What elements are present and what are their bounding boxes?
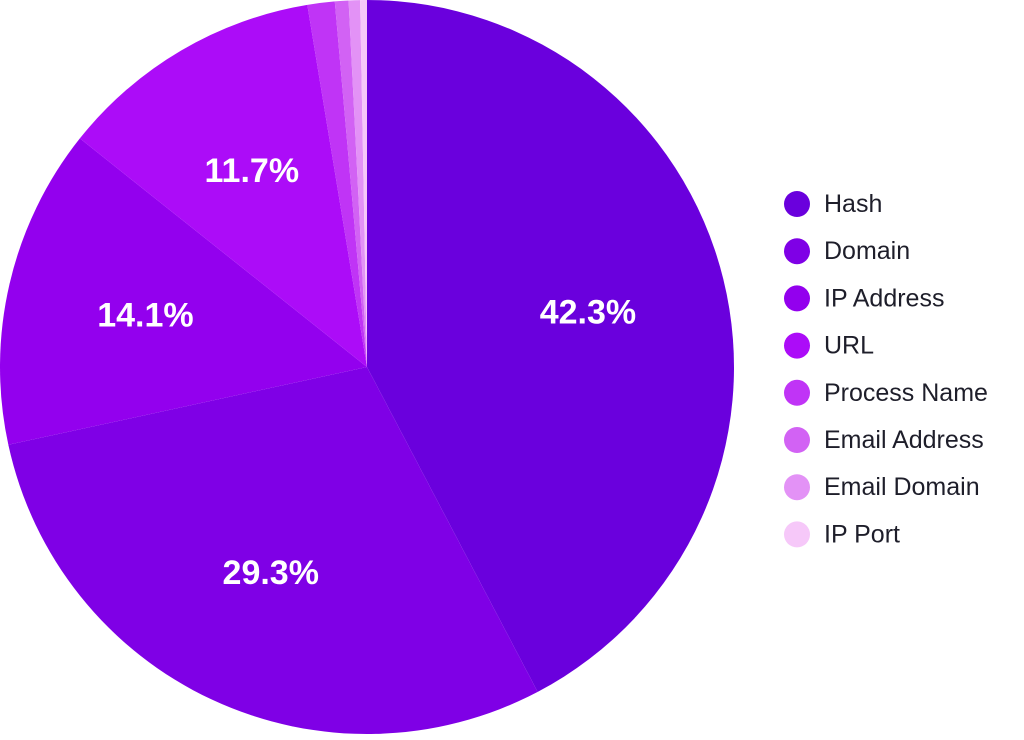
legend-label-ip-port: IP Port (824, 520, 900, 548)
pie-slice-ip-address (0, 138, 368, 445)
pie-slice-email-address (334, 0, 367, 368)
legend-label-ip-address: IP Address (824, 284, 944, 312)
legend-label-domain: Domain (824, 237, 910, 265)
pie-slices (0, 0, 734, 734)
pie-slice-url (79, 4, 367, 367)
legend-label-url: URL (824, 332, 874, 360)
legend-swatch (784, 332, 810, 359)
legend-swatch (784, 238, 810, 265)
pie-data-labels: 42.3% 29.3% 14.1% 11.7% (97, 152, 636, 592)
legend-swatch (784, 285, 810, 312)
legend-label-email-domain: Email Domain (824, 473, 980, 501)
legend-swatch (784, 191, 810, 217)
pie-slice-hash (367, 0, 734, 692)
legend-swatch (784, 474, 810, 501)
legend-swatch (784, 379, 810, 406)
legend-label-hash: Hash (824, 190, 882, 218)
legend-label-email-address: Email Address (824, 426, 984, 454)
legend-label-process-name: Process Name (824, 379, 988, 407)
data-label-hash: 42.3% (540, 293, 636, 331)
legend-swatch (784, 521, 810, 548)
data-label-domain: 29.3% (223, 554, 319, 592)
pie-slice-domain (8, 367, 538, 734)
pie-slice-process-name (307, 1, 367, 367)
pie-slice-ip-port (360, 0, 367, 367)
data-label-url: 11.7% (205, 152, 300, 190)
data-label-ip-address: 14.1% (97, 296, 193, 334)
pie-slice-email-domain (348, 0, 367, 368)
legend-swatch (784, 427, 810, 453)
legend: Hash Domain IP Address URL Process Name Email… (784, 190, 988, 548)
